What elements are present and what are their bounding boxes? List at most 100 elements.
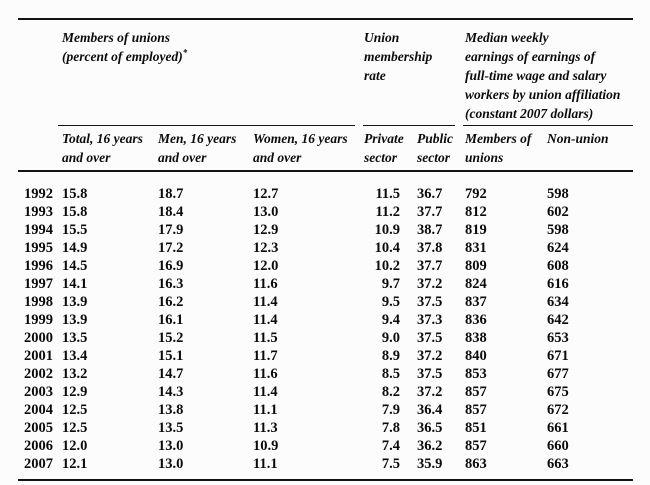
cell-public-sector: 37.2: [417, 276, 443, 292]
cell-total: 12.0: [62, 438, 88, 454]
column-gap: [455, 125, 464, 172]
cell-total: 13.9: [62, 294, 88, 310]
cell-private-sector: 7.9: [381, 402, 401, 418]
year-cell: 1993: [24, 204, 53, 220]
cell-public-sector: 37.7: [417, 204, 443, 220]
table-row: 1994 15.5 17.9 12.9 10.9 38.7 819 598: [18, 221, 633, 239]
cell-public-sector: 37.5: [417, 294, 443, 310]
cell-total: 13.9: [62, 312, 88, 328]
cell-women: 11.4: [253, 384, 278, 400]
cell-nonunion-earnings: 672: [547, 402, 569, 418]
cell-men: 13.0: [158, 456, 184, 472]
cell-nonunion-earnings: 661: [547, 420, 569, 436]
group-header-median-weekly-earnings: Median weekly earnings of earnings of fu…: [463, 19, 634, 126]
cell-total: 15.5: [62, 222, 88, 238]
cell-public-sector: 37.2: [417, 384, 443, 400]
table-row: 1992 15.8 18.7 12.7 11.5 36.7 792 598: [18, 171, 633, 203]
cell-nonunion-earnings: 653: [547, 330, 569, 346]
column-gap: [355, 311, 363, 329]
cell-women: 11.7: [253, 348, 278, 364]
table-row: 2005 12.5 13.5 11.3 7.8 36.5 851 661: [18, 419, 633, 437]
column-gap: [355, 257, 363, 275]
cell-public-sector: 36.2: [417, 438, 443, 454]
column-gap: [355, 275, 363, 293]
cell-nonunion-earnings: 616: [547, 276, 569, 292]
cell-public-sector: 37.5: [417, 366, 443, 382]
cell-total: 13.2: [62, 366, 88, 382]
cell-union-members-earnings: 857: [465, 384, 487, 400]
column-gap: [455, 383, 463, 401]
year-cell: 1996: [24, 258, 53, 274]
cell-private-sector: 7.5: [381, 456, 401, 472]
cell-men: 16.1: [158, 312, 184, 328]
cell-nonunion-earnings: 663: [547, 456, 569, 472]
column-gap: [455, 239, 463, 257]
cell-women: 12.9: [253, 222, 279, 238]
cell-men: 17.2: [158, 240, 184, 256]
group-header-line: Members of unions: [62, 30, 171, 45]
column-gap: [355, 171, 363, 203]
cell-women: 13.0: [253, 204, 279, 220]
column-gap: [455, 203, 463, 221]
cell-women: 12.7: [253, 186, 279, 202]
cell-private-sector: 9.7: [381, 276, 401, 292]
cell-nonunion-earnings: 634: [547, 294, 569, 310]
cell-private-sector: 9.5: [381, 294, 401, 310]
cell-men: 13.8: [158, 402, 184, 418]
cell-nonunion-earnings: 671: [547, 348, 569, 364]
cell-private-sector: 8.2: [381, 384, 401, 400]
cell-total: 14.5: [62, 258, 88, 274]
table-row: 1999 13.9 16.1 11.4 9.4 37.3 836 642: [18, 311, 633, 329]
column-gap: [355, 293, 363, 311]
cell-total: 12.9: [62, 384, 88, 400]
year-cell: 1995: [24, 240, 53, 256]
cell-women: 12.0: [253, 258, 279, 274]
cell-nonunion-earnings: 624: [547, 240, 569, 256]
cell-nonunion-earnings: 608: [547, 258, 569, 274]
cell-women: 11.5: [253, 330, 278, 346]
year-cell: 1994: [24, 222, 53, 238]
table-row: 1997 14.1 16.3 11.6 9.7 37.2 824 616: [18, 275, 633, 293]
column-header-nonunion-earnings: Non-union: [545, 125, 634, 172]
table-row: 1995 14.9 17.2 12.3 10.4 37.8 831 624: [18, 239, 633, 257]
group-header-line: earnings of earnings of: [465, 49, 596, 64]
year-cell: 1999: [24, 312, 53, 328]
table-row: 1996 14.5 16.9 12.0 10.2 37.7 809 608: [18, 257, 633, 275]
column-gap: [455, 437, 463, 455]
cell-total: 14.9: [62, 240, 88, 256]
cell-union-members-earnings: 838: [465, 330, 487, 346]
cell-men: 16.9: [158, 258, 184, 274]
footnote-marker: *: [182, 47, 188, 58]
cell-women: 11.4: [253, 294, 278, 310]
cell-private-sector: 10.2: [374, 258, 401, 274]
year-cell: 2006: [24, 438, 53, 454]
cell-union-members-earnings: 840: [465, 348, 487, 364]
cell-men: 13.0: [158, 438, 184, 454]
group-header-line: Union: [364, 30, 400, 45]
column-gap: [355, 455, 363, 480]
group-header-members-of-unions: Members of unions (percent of employed)*: [58, 19, 356, 126]
column-gap: [355, 437, 363, 455]
year-cell: 2000: [24, 330, 53, 346]
column-gap: [355, 329, 363, 347]
year-cell: 1998: [24, 294, 53, 310]
column-gap: [455, 419, 463, 437]
group-header-line: (constant 2007 dollars): [465, 106, 594, 121]
cell-women: 12.3: [253, 240, 279, 256]
column-header-public-sector: Public sector: [407, 125, 456, 172]
column-header-row: Total, 16 years and over Men, 16 years a…: [18, 125, 634, 172]
year-cell: 2001: [24, 348, 53, 364]
cell-public-sector: 37.2: [417, 348, 443, 364]
column-gap: [355, 419, 363, 437]
cell-total: 13.5: [62, 330, 88, 346]
column-gap: [455, 19, 463, 126]
cell-public-sector: 37.3: [417, 312, 443, 328]
cell-union-members-earnings: 819: [465, 222, 487, 238]
cell-union-members-earnings: 857: [465, 438, 487, 454]
column-header-union-members-earnings: Members of unions: [463, 125, 546, 172]
table-row: 2004 12.5 13.8 11.1 7.9 36.4 857 672: [18, 401, 633, 419]
cell-total: 15.8: [62, 186, 88, 202]
cell-men: 14.3: [158, 384, 184, 400]
year-cell: 2004: [24, 402, 53, 418]
